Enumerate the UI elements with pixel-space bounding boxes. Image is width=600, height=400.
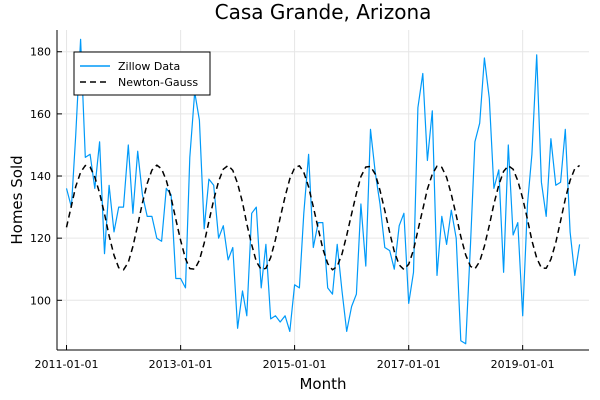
chart-title: Casa Grande, Arizona <box>215 0 432 24</box>
x-tick-label: 2013-01-01 <box>149 358 213 371</box>
y-ticks: 100 120 140 160 180 <box>30 46 62 307</box>
x-ticks: 2011-01-01 2013-01-01 2015-01-01 2017-01-01… <box>35 345 555 371</box>
y-tick-label: 100 <box>30 294 51 307</box>
y-tick-label: 120 <box>30 232 51 245</box>
y-tick-label: 180 <box>30 46 51 59</box>
series-line-zillow-data <box>65 38 581 345</box>
x-tick-label: 2011-01-01 <box>35 358 99 371</box>
legend-box <box>73 51 211 96</box>
y-tick-label: 160 <box>30 108 51 121</box>
legend: Zillow Data Newton-Gauss <box>73 51 211 96</box>
y-axis-label: Homes Sold <box>8 155 26 244</box>
x-tick-label: 2019-01-01 <box>491 358 555 371</box>
x-tick-label: 2017-01-01 <box>377 358 441 371</box>
series-layer <box>65 38 581 345</box>
legend-label-zillow-data: Zillow Data <box>118 60 180 73</box>
x-axis-label: Month <box>299 375 346 393</box>
y-tick-label: 140 <box>30 170 51 183</box>
series-line-newton-gauss <box>65 164 581 271</box>
legend-label-newton-gauss: Newton-Gauss <box>118 76 198 89</box>
x-tick-label: 2015-01-01 <box>263 358 327 371</box>
